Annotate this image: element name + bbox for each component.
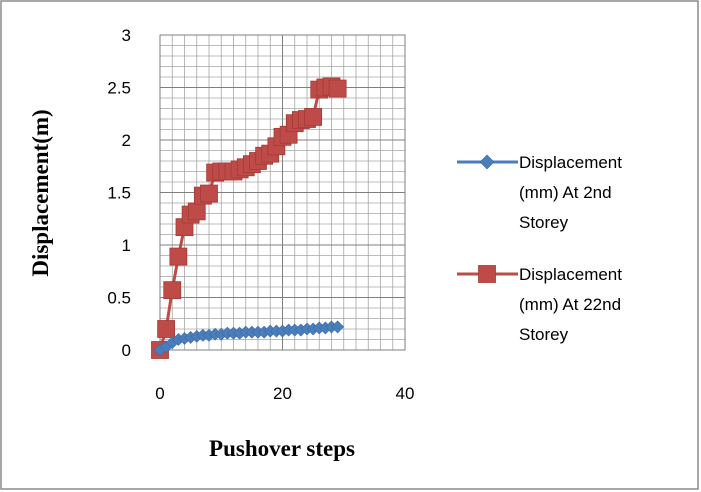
- data-point: [169, 247, 188, 266]
- series-1: [153, 320, 345, 357]
- legend-label: Displacement: [519, 265, 622, 284]
- data-point: [187, 202, 206, 221]
- legend-marker: [478, 265, 496, 283]
- legend-entry-1: Displacement (mm) At 2nd Storey: [457, 153, 622, 232]
- data-point: [163, 281, 182, 300]
- legend-entry-2: Displacement (mm) At 22nd Storey: [457, 265, 622, 344]
- data-point: [304, 108, 323, 126]
- data-point: [157, 320, 176, 338]
- y-tick-label: 3: [122, 26, 131, 45]
- legend-label: (mm) At 2nd: [519, 183, 612, 202]
- y-tick-label: 1.5: [107, 184, 131, 203]
- y-tick-label: 0.5: [107, 289, 131, 308]
- y-tick-label: 1: [122, 236, 131, 255]
- legend-label: Storey: [519, 213, 569, 232]
- x-axis-title: Pushover steps: [209, 436, 355, 461]
- y-tick-label: 2.5: [107, 79, 131, 98]
- legend-label: Displacement: [519, 153, 622, 172]
- x-axis-ticks: 0 20 40: [155, 384, 414, 403]
- data-point: [331, 320, 345, 334]
- y-tick-label: 2: [122, 131, 131, 150]
- x-tick-label: 40: [396, 384, 415, 403]
- legend-label: (mm) At 22nd: [519, 295, 621, 314]
- series-layer: [151, 77, 347, 359]
- y-axis-title: Displacement(m): [28, 109, 53, 276]
- series-2: [151, 77, 347, 359]
- y-tick-label: 0: [122, 341, 131, 360]
- legend-label: Storey: [519, 325, 569, 344]
- x-tick-label: 20: [273, 384, 292, 403]
- x-tick-label: 0: [155, 384, 164, 403]
- data-point: [200, 184, 218, 203]
- legend: Displacement(mm) At 2ndStoreyDisplacemen…: [457, 153, 622, 344]
- y-axis-ticks: 0 0.5 1 1.5 2 2.5 3: [107, 26, 131, 360]
- legend-marker: [479, 154, 495, 170]
- data-point: [328, 79, 347, 98]
